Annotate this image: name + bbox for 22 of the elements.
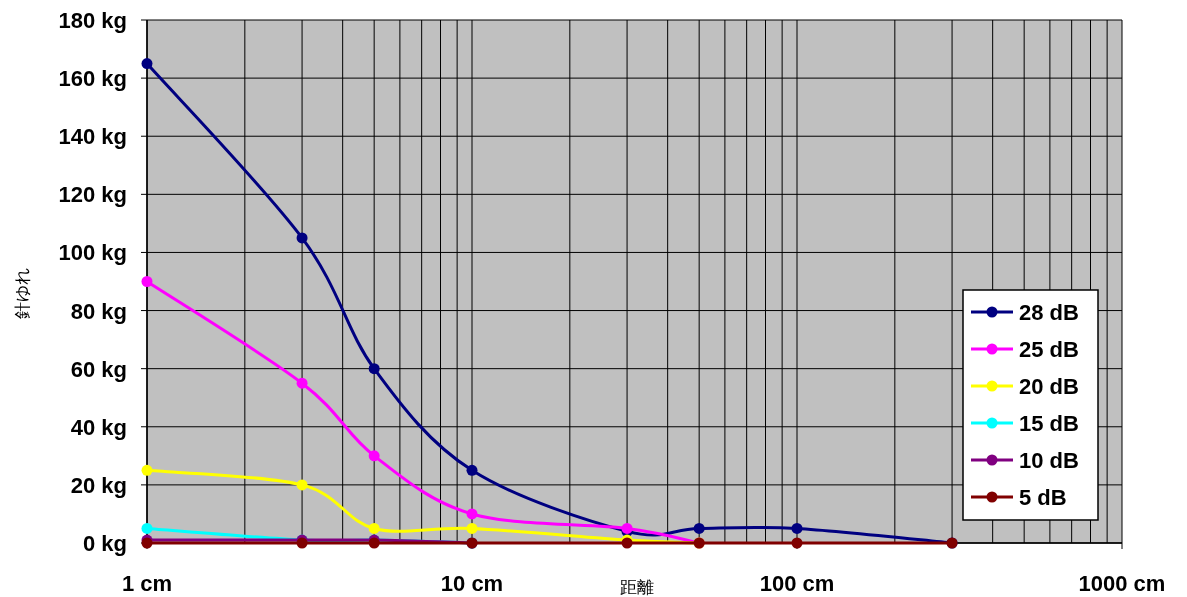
legend-label: 5 dB	[1019, 485, 1067, 510]
y-tick-label: 20 kg	[70, 472, 127, 498]
y-tick-label: 140 kg	[58, 124, 127, 150]
x-tick-label: 10 cm	[440, 571, 504, 596]
y-tick-label: 40 kg	[70, 414, 127, 440]
x-axis-title: 距離	[619, 578, 654, 597]
legend-label: 20 dB	[1019, 374, 1079, 399]
y-tick-label: 160 kg	[58, 66, 127, 92]
y-axis-title: 針ゆれ	[13, 268, 32, 319]
x-tick-label: 1000 cm	[1078, 571, 1166, 596]
legend-label: 15 dB	[1019, 411, 1079, 436]
y-tick-label: 80 kg	[70, 298, 127, 324]
legend-label: 25 dB	[1019, 337, 1079, 362]
y-tick-label: 0 kg	[82, 531, 127, 556]
y-tick-label: 60 kg	[70, 356, 127, 382]
legend-label: 10 dB	[1019, 448, 1079, 473]
x-tick-label: 1 cm	[121, 571, 173, 596]
y-tick-label: 100 kg	[58, 240, 127, 266]
legend-label: 28 dB	[1019, 300, 1079, 325]
y-tick-label: 120 kg	[58, 182, 127, 208]
x-tick-label: 100 cm	[759, 571, 835, 596]
y-tick-label: 180 kg	[58, 8, 127, 33]
